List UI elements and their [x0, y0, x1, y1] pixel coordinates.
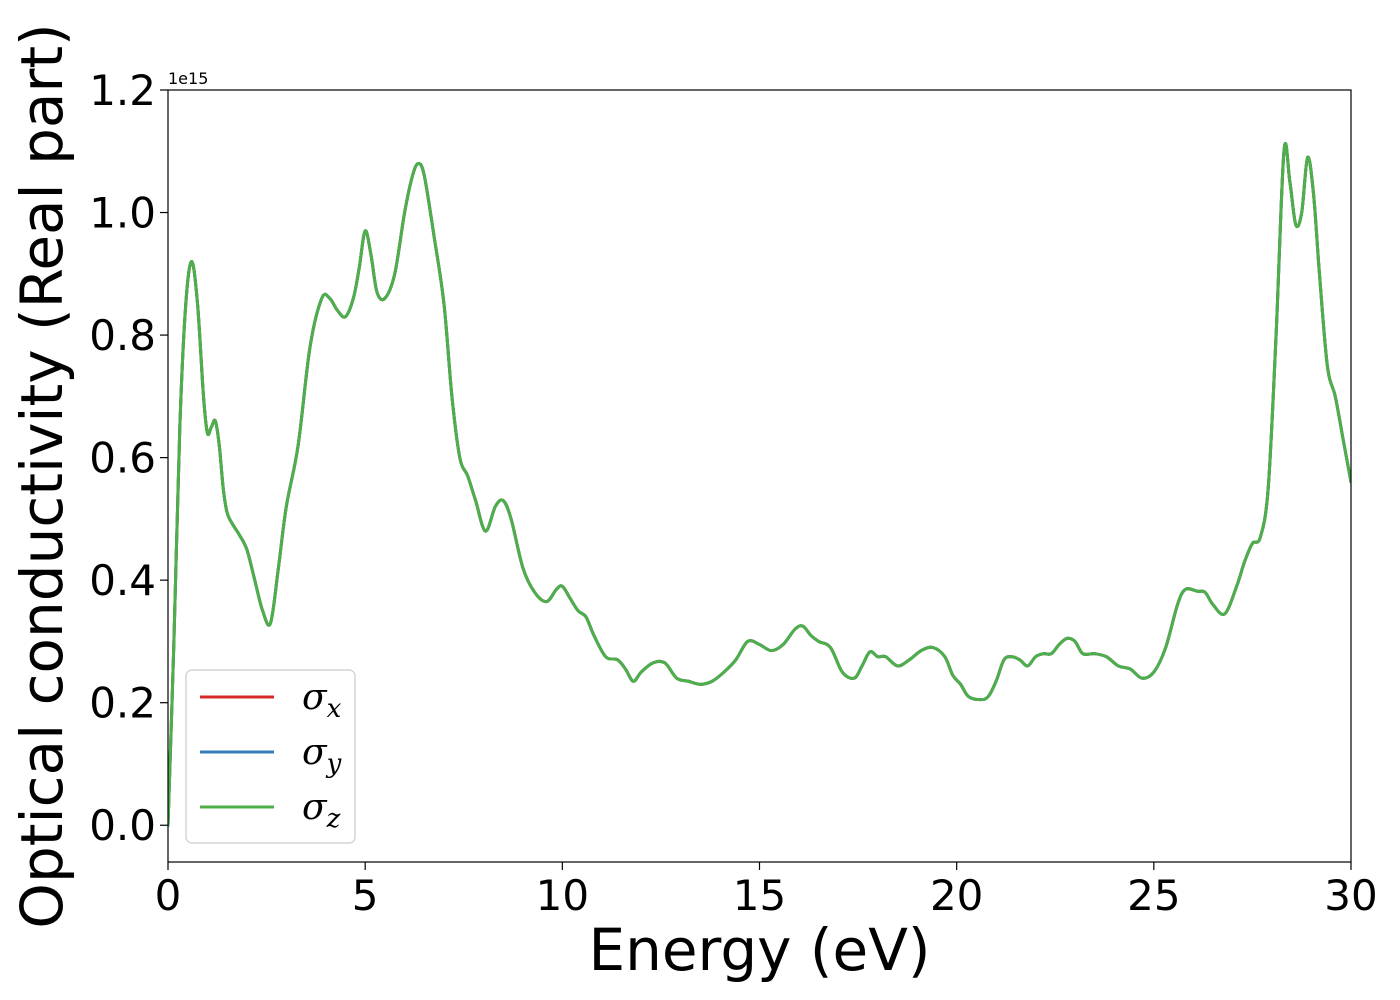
y-tick-label: 0.8	[89, 311, 156, 360]
legend-frame	[185, 669, 356, 844]
x-tick-label: 10	[536, 871, 589, 920]
x-axis: 0 5 10 15 20 25 30	[155, 862, 1378, 920]
x-tick-label: 20	[930, 871, 983, 920]
x-tick-label: 30	[1324, 871, 1377, 920]
series-line-3	[168, 141, 1351, 827]
y-tick-label: 1.0	[89, 189, 156, 238]
y-axis-title: Optical conductivity (Real part)	[8, 23, 76, 928]
y-tick-label: 0.4	[89, 556, 156, 605]
x-tick-label: 15	[733, 871, 786, 920]
y-tick-label: 0.2	[89, 679, 156, 728]
x-axis-title: Energy (eV)	[588, 916, 930, 984]
x-tick-label: 5	[352, 871, 379, 920]
legend-label-y: σy	[302, 732, 342, 779]
y-axis: 0.0 0.2 0.4 0.6 0.8 1.0 1.2	[89, 66, 168, 850]
legend-label-z: σz	[302, 787, 341, 834]
y-tick-label: 1.2	[89, 66, 156, 115]
y-tick-label: 0.6	[89, 434, 156, 483]
y-offset-label: 1e15	[168, 69, 208, 88]
legend: σx σy σz	[185, 669, 356, 844]
x-tick-label: 0	[155, 871, 182, 920]
x-tick-label: 25	[1127, 871, 1180, 920]
legend-label-x: σx	[302, 677, 342, 724]
y-tick-label: 0.0	[89, 801, 156, 850]
series-layer	[168, 141, 1351, 827]
